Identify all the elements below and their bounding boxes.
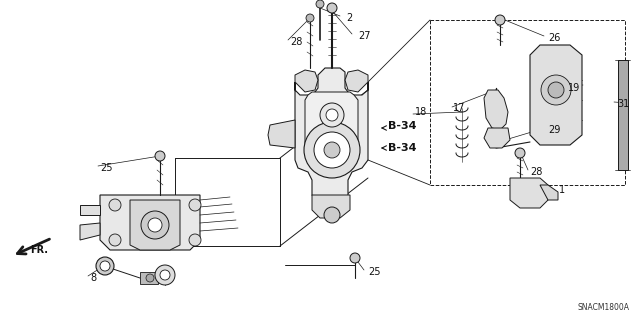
Polygon shape [295, 70, 318, 92]
Text: 27: 27 [358, 31, 371, 41]
Polygon shape [510, 178, 548, 208]
Circle shape [306, 14, 314, 22]
Circle shape [141, 211, 169, 239]
Polygon shape [140, 272, 158, 284]
Text: 8: 8 [90, 273, 96, 283]
Circle shape [96, 257, 114, 275]
Circle shape [109, 199, 121, 211]
Circle shape [189, 234, 201, 246]
Circle shape [541, 75, 571, 105]
Circle shape [304, 122, 360, 178]
Polygon shape [268, 120, 295, 148]
Circle shape [155, 151, 165, 161]
Polygon shape [100, 195, 200, 250]
Circle shape [350, 253, 360, 263]
Polygon shape [484, 128, 510, 148]
Circle shape [326, 109, 338, 121]
Polygon shape [305, 92, 358, 166]
Circle shape [189, 199, 201, 211]
Text: 26: 26 [548, 33, 561, 43]
Polygon shape [130, 200, 180, 250]
Text: B-34: B-34 [388, 121, 417, 131]
Text: SNACM1800A: SNACM1800A [578, 303, 630, 312]
Text: 1: 1 [559, 185, 565, 195]
Polygon shape [80, 205, 100, 215]
Text: 31: 31 [617, 99, 629, 109]
Polygon shape [295, 68, 368, 205]
Text: 28: 28 [530, 167, 542, 177]
Polygon shape [530, 45, 582, 145]
Circle shape [148, 218, 162, 232]
Text: B-34: B-34 [388, 143, 417, 153]
Text: 2: 2 [346, 13, 352, 23]
Text: 19: 19 [568, 83, 580, 93]
Circle shape [324, 207, 340, 223]
Bar [430, 20, 625, 185]
Polygon shape [484, 90, 508, 130]
Text: FR.: FR. [30, 245, 48, 255]
Circle shape [515, 148, 525, 158]
Circle shape [155, 265, 175, 285]
Polygon shape [312, 195, 350, 218]
Text: 25: 25 [100, 163, 113, 173]
Circle shape [100, 261, 110, 271]
Circle shape [160, 270, 170, 280]
Text: 25: 25 [368, 267, 381, 277]
Circle shape [324, 142, 340, 158]
Text: 18: 18 [415, 107, 428, 117]
Circle shape [495, 15, 505, 25]
Bar [618, 60, 628, 170]
Circle shape [146, 274, 154, 282]
Text: 29: 29 [548, 125, 561, 135]
Circle shape [314, 132, 350, 168]
Text: 28: 28 [290, 37, 302, 47]
Circle shape [327, 3, 337, 13]
Text: 17: 17 [453, 103, 465, 113]
Polygon shape [540, 185, 558, 200]
Circle shape [109, 234, 121, 246]
Circle shape [316, 0, 324, 8]
Circle shape [548, 82, 564, 98]
Polygon shape [345, 70, 368, 92]
Circle shape [320, 103, 344, 127]
Polygon shape [80, 223, 100, 240]
